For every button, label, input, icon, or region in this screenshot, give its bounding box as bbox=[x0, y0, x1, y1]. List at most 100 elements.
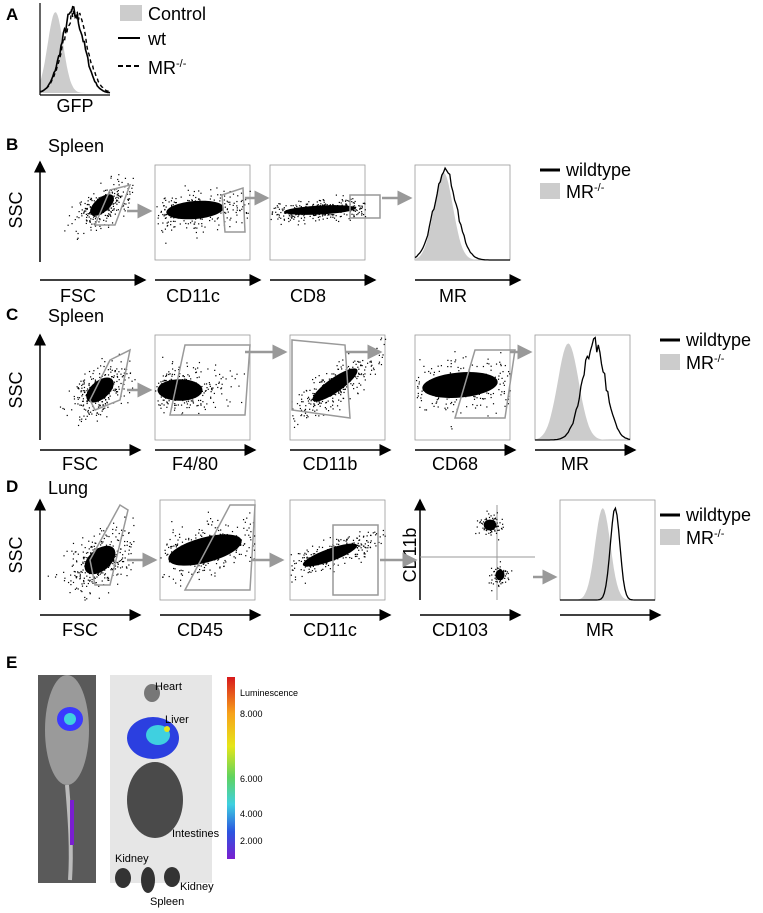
event-dot bbox=[362, 202, 364, 205]
event-dot bbox=[106, 577, 108, 579]
event-dot bbox=[71, 565, 73, 567]
event-dot bbox=[126, 540, 128, 543]
event-dot bbox=[499, 580, 502, 582]
event-dot bbox=[358, 368, 360, 370]
event-dot bbox=[109, 565, 111, 567]
event-dot bbox=[499, 568, 501, 570]
event-dot bbox=[325, 402, 327, 404]
event-dot bbox=[480, 404, 482, 406]
event-dot bbox=[100, 572, 102, 574]
event-dot bbox=[66, 414, 68, 417]
event-dot bbox=[209, 569, 211, 571]
label: CD103 bbox=[432, 620, 488, 640]
event-dot bbox=[494, 529, 496, 531]
event-dot bbox=[342, 397, 345, 400]
event-dot bbox=[325, 566, 327, 568]
event-dot bbox=[81, 590, 83, 593]
event-dot bbox=[225, 561, 227, 563]
event-dot bbox=[380, 339, 382, 341]
event-dot bbox=[342, 388, 344, 390]
event-dot bbox=[101, 357, 103, 360]
event-dot bbox=[423, 365, 425, 367]
event-dot bbox=[298, 560, 300, 562]
event-dot bbox=[492, 519, 494, 521]
event-dot bbox=[109, 214, 111, 216]
event-dot bbox=[313, 403, 315, 405]
event-dot bbox=[117, 566, 119, 568]
event-dot bbox=[484, 398, 486, 400]
event-dot bbox=[126, 193, 129, 195]
event-dot bbox=[199, 199, 201, 201]
event-dot bbox=[113, 183, 115, 186]
event-dot bbox=[232, 193, 235, 195]
event-dot bbox=[170, 220, 172, 223]
event-dot bbox=[428, 370, 430, 373]
event-dot bbox=[80, 590, 82, 592]
event-dot bbox=[207, 388, 209, 390]
event-dot bbox=[127, 199, 129, 201]
event-dot bbox=[131, 380, 133, 382]
event-dot bbox=[95, 197, 97, 199]
event-dot bbox=[168, 371, 170, 373]
event-dot bbox=[502, 523, 504, 525]
event-dot bbox=[275, 207, 277, 209]
event-dot bbox=[314, 553, 316, 555]
event-dot bbox=[71, 550, 73, 552]
event-dot bbox=[117, 583, 119, 585]
event-dot bbox=[71, 223, 73, 225]
event-dot bbox=[497, 378, 500, 380]
event-dot bbox=[310, 403, 312, 405]
event-dot bbox=[91, 545, 93, 548]
event-dot bbox=[249, 512, 251, 514]
event-dot bbox=[277, 218, 279, 220]
event-dot bbox=[482, 527, 484, 529]
legend-name: MR bbox=[686, 528, 714, 548]
event-dot bbox=[220, 387, 223, 389]
event-dot bbox=[128, 532, 130, 534]
event-dot bbox=[358, 205, 360, 207]
event-dot bbox=[476, 520, 479, 522]
event-dot bbox=[361, 205, 363, 207]
event-dot bbox=[100, 227, 102, 230]
event-dot bbox=[350, 383, 352, 385]
event-dot bbox=[77, 424, 80, 427]
event-dot bbox=[92, 216, 95, 218]
event-dot bbox=[362, 545, 365, 547]
event-dot bbox=[179, 373, 181, 375]
event-dot bbox=[100, 182, 102, 184]
event-dot bbox=[160, 396, 162, 398]
event-dot bbox=[361, 206, 363, 208]
event-dot bbox=[104, 569, 106, 571]
event-dot bbox=[310, 571, 312, 573]
event-dot bbox=[199, 218, 202, 220]
event-dot bbox=[205, 564, 207, 566]
event-dot bbox=[322, 214, 324, 216]
event-dot bbox=[91, 378, 93, 380]
label: CD11b bbox=[400, 528, 420, 583]
event-dot bbox=[227, 405, 229, 407]
event-dot bbox=[197, 367, 199, 369]
event-dot bbox=[452, 411, 454, 413]
event-dot bbox=[344, 388, 346, 391]
event-dot bbox=[91, 581, 93, 583]
event-dot bbox=[105, 544, 108, 546]
event-dot bbox=[339, 216, 341, 218]
event-dot bbox=[185, 378, 187, 381]
event-dot bbox=[314, 377, 317, 379]
event-dot bbox=[107, 209, 109, 211]
event-dot bbox=[87, 203, 89, 206]
event-dot bbox=[82, 380, 84, 382]
event-dot bbox=[242, 544, 244, 547]
event-dot bbox=[417, 387, 419, 389]
event-dot bbox=[112, 545, 114, 547]
event-dot bbox=[106, 214, 108, 217]
event-dot bbox=[214, 575, 216, 577]
gate bbox=[89, 348, 132, 411]
event-dot bbox=[123, 215, 125, 217]
event-dot bbox=[370, 360, 372, 362]
event-dot bbox=[490, 582, 492, 584]
signal-core bbox=[64, 713, 76, 725]
event-dot bbox=[342, 364, 344, 366]
event-dot bbox=[306, 557, 308, 559]
event-dot bbox=[123, 388, 125, 390]
